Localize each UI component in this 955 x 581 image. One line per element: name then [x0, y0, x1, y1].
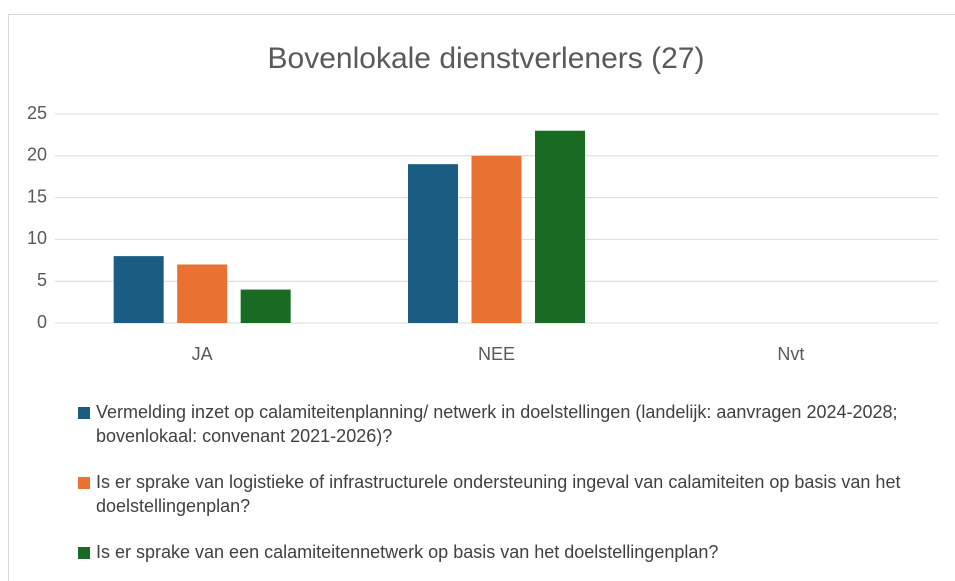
y-tick-label: 5 — [37, 270, 47, 290]
bar — [177, 264, 228, 323]
legend-label: Is er sprake van een calamiteitennetwerk… — [96, 542, 719, 562]
bar — [408, 164, 458, 323]
bar — [471, 155, 522, 323]
legend-label: Vermelding inzet op calamiteitenplanning… — [96, 402, 898, 446]
x-tick-label: Nvt — [777, 344, 804, 364]
legend-label: Is er sprake van logistieke of infrastru… — [96, 472, 901, 516]
bar — [535, 130, 585, 323]
bar — [113, 256, 164, 323]
bar — [240, 289, 291, 323]
y-tick-label: 20 — [27, 145, 47, 165]
legend: Vermelding inzet op calamiteitenplanning… — [78, 400, 918, 581]
legend-item: Vermelding inzet op calamiteitenplanning… — [78, 400, 918, 448]
y-tick-label: 10 — [27, 228, 47, 248]
x-tick-label: JA — [192, 344, 213, 364]
chart-title: Bovenlokale dienstverleners (27) — [268, 42, 705, 75]
legend-swatch — [78, 547, 90, 559]
x-tick-label: NEE — [478, 344, 515, 364]
legend-swatch — [78, 477, 90, 489]
y-tick-label: 25 — [27, 103, 47, 123]
y-tick-label: 15 — [27, 186, 47, 206]
legend-item: Is er sprake van logistieke of infrastru… — [78, 470, 918, 518]
legend-item: Is er sprake van een calamiteitennetwerk… — [78, 540, 918, 564]
y-tick-label: 0 — [37, 312, 47, 332]
legend-swatch — [78, 407, 90, 419]
